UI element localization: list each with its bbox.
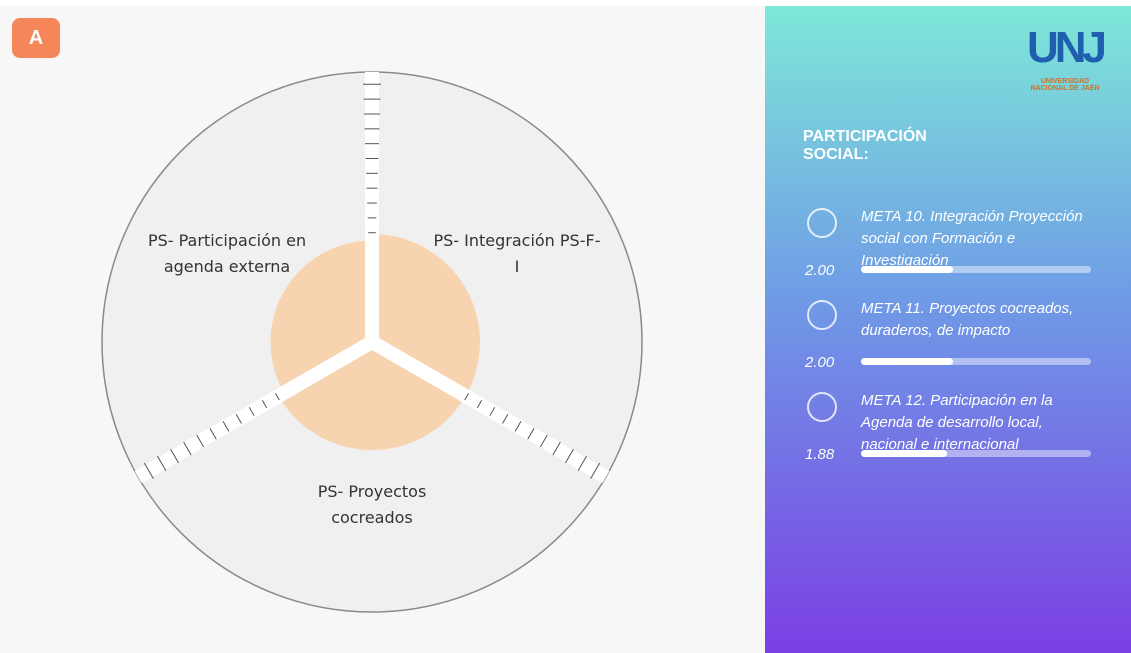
- gap-hatch: [222, 420, 230, 432]
- goal-score: 2.00: [805, 354, 835, 371]
- goal-item: META 10. Integración Proyección social c…: [803, 206, 1103, 286]
- sector-gap: [368, 335, 610, 484]
- gap-hatch: [489, 407, 496, 416]
- gap-hatch: [209, 427, 217, 440]
- gap-hatch: [502, 414, 509, 424]
- progress-track: [861, 358, 1091, 365]
- goal-item: META 12. Participación en la Agenda de d…: [803, 390, 1103, 470]
- sector-gap: [134, 335, 376, 484]
- goal-icon: [807, 392, 837, 422]
- progress-track: [861, 266, 1091, 273]
- gap-hatch: [514, 420, 522, 432]
- gap-hatch: [157, 455, 167, 472]
- badge: A: [12, 18, 60, 58]
- gap-hatch: [577, 455, 587, 472]
- gap-hatch: [552, 441, 561, 456]
- goal-score: 1.88: [805, 446, 835, 463]
- gap-hatch: [183, 441, 192, 456]
- logo-mark: UNJ: [1026, 23, 1107, 72]
- panel-title: PARTICIPACIÓN SOCIAL:: [803, 128, 927, 163]
- gap-hatch: [565, 448, 574, 464]
- sector: [278, 342, 466, 450]
- progress-bar: [861, 358, 953, 365]
- goal-label: META 11. Proyectos cocreados, duraderos,…: [861, 300, 1074, 339]
- goal-item: META 11. Proyectos cocreados, duraderos,…: [803, 298, 1103, 378]
- category-label: PS- Proyectos cocreados: [317, 482, 427, 528]
- goal-icon: [807, 300, 837, 330]
- chart: [101, 71, 643, 613]
- gap-hatch: [275, 393, 280, 401]
- gap-hatch: [235, 414, 242, 424]
- gap-hatch: [464, 393, 469, 401]
- goal-icon: [807, 208, 837, 238]
- goal-score: 2.00: [805, 262, 835, 279]
- category-label: PS- Participación en agenda externa: [147, 231, 307, 277]
- goal-label: META 12. Participación en la Agenda de d…: [861, 392, 1053, 453]
- gap-hatch: [539, 434, 548, 448]
- logo-text: UNIVERSIDAD NACIONAL DE JAÉN: [1030, 78, 1100, 92]
- gap-hatch: [143, 462, 154, 479]
- progress-track: [861, 450, 1091, 457]
- gap-hatch: [527, 427, 535, 440]
- side-panel: UNJ UNIVERSIDAD NACIONAL DE JAÉN PARTICI…: [765, 6, 1131, 653]
- category-label: PS- Integración PS-F-I: [433, 231, 601, 277]
- gap-hatch: [261, 400, 268, 409]
- gap-hatch: [590, 462, 601, 479]
- gap-hatch: [248, 407, 255, 416]
- progress-bar: [861, 266, 953, 273]
- gap-hatch: [476, 400, 483, 409]
- logo: UNJ UNIVERSIDAD NACIONAL DE JAÉN: [1005, 18, 1125, 92]
- progress-bar: [861, 450, 948, 457]
- gap-hatch: [170, 448, 179, 464]
- goal-label: META 10. Integración Proyección social c…: [861, 208, 1083, 269]
- gap-hatch: [196, 434, 205, 448]
